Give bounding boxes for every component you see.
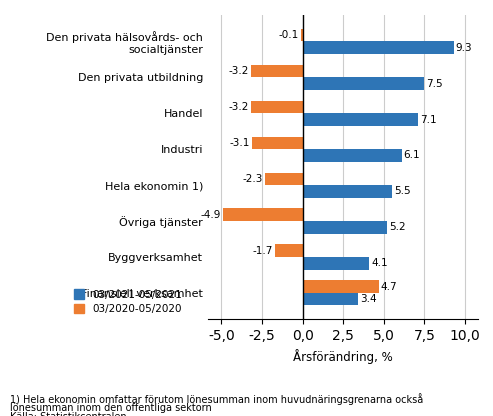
Bar [303, 280, 379, 293]
Text: -4.9: -4.9 [201, 210, 221, 220]
Text: -2.3: -2.3 [243, 174, 263, 184]
Bar [303, 77, 424, 90]
Text: 3.4: 3.4 [360, 294, 377, 304]
Text: -3.2: -3.2 [228, 66, 249, 76]
Legend: 03/2021-05/2021, 03/2020-05/2020: 03/2021-05/2021, 03/2020-05/2020 [73, 290, 182, 314]
Text: -3.2: -3.2 [228, 102, 249, 112]
Bar [275, 245, 303, 257]
Bar [303, 293, 358, 305]
Bar [250, 101, 303, 113]
Text: lönesumman inom den offentliga sektorn: lönesumman inom den offentliga sektorn [10, 403, 211, 413]
Text: 4.7: 4.7 [381, 282, 397, 292]
Bar [303, 113, 418, 126]
Bar [303, 42, 454, 54]
Text: 1) Hela ekonomin omfattar förutom lönesumman inom huvudnäringsgrenarna också: 1) Hela ekonomin omfattar förutom lönesu… [10, 393, 423, 405]
Bar [223, 208, 303, 221]
X-axis label: Årsförändring, %: Årsförändring, % [293, 349, 393, 364]
Bar [265, 173, 303, 185]
Text: 5.5: 5.5 [394, 186, 411, 196]
Text: 7.1: 7.1 [420, 114, 436, 124]
Text: -1.7: -1.7 [253, 246, 273, 256]
Text: 5.2: 5.2 [389, 222, 406, 233]
Text: -3.1: -3.1 [230, 138, 250, 148]
Bar [252, 136, 303, 149]
Text: 7.5: 7.5 [426, 79, 443, 89]
Text: 6.1: 6.1 [404, 151, 420, 161]
Bar [303, 257, 369, 270]
Bar [303, 149, 402, 162]
Text: 4.1: 4.1 [371, 258, 388, 268]
Text: Källa: Statistikcentralen: Källa: Statistikcentralen [10, 412, 127, 416]
Bar [303, 185, 392, 198]
Bar [250, 65, 303, 77]
Bar [303, 221, 387, 234]
Text: -0.1: -0.1 [279, 30, 299, 40]
Bar [301, 29, 303, 42]
Text: 9.3: 9.3 [456, 43, 472, 53]
